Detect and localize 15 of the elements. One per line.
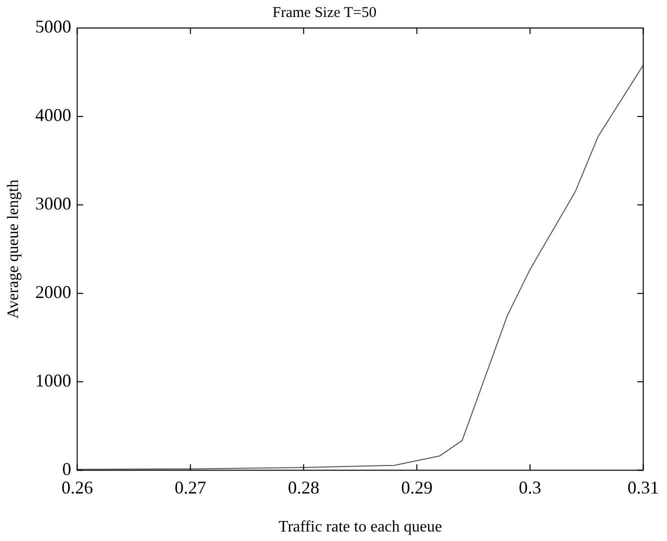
- x-tick-label: 0.28: [288, 478, 320, 498]
- x-tick-label: 0.3: [518, 478, 542, 498]
- x-tick-label: 0.27: [174, 478, 206, 498]
- x-tick-label: 0.29: [401, 478, 433, 498]
- x-tick-label: 0.26: [61, 478, 93, 498]
- chart-title: Frame Size T=50: [272, 4, 376, 21]
- y-tick-label: 0: [62, 458, 72, 479]
- y-tick-label: 1000: [35, 370, 72, 390]
- y-tick-label: 4000: [35, 105, 72, 126]
- y-tick-label: 5000: [35, 16, 72, 37]
- y-tick-label: 3000: [35, 194, 72, 214]
- y-axis-title: Average queue length: [4, 180, 22, 319]
- y-tick-label: 2000: [35, 282, 72, 302]
- x-tick-label: 0.31: [628, 478, 659, 498]
- x-axis-title: Traffic rate to each queue: [278, 518, 442, 536]
